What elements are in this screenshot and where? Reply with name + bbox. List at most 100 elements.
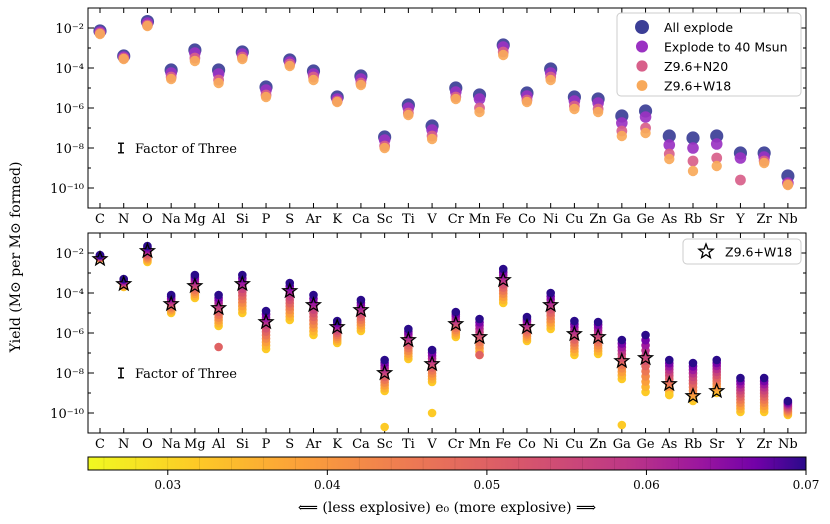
pt-zn bbox=[593, 317, 603, 327]
bottom-legend: Z9.6+W18 bbox=[682, 238, 802, 265]
top-panel: 10⁻² 10⁻⁴ 10⁻⁶ 10⁻⁸ 10⁻¹⁰ C N O Na Mg Al Si P S Ar K Ca S… bbox=[50, 7, 807, 227]
bottom-legend-label: Z9.6+W18 bbox=[725, 245, 792, 260]
bottom-panel: 10⁻² 10⁻⁴ 10⁻⁶ 10⁻⁸ 10⁻¹⁰ C N O Na Mg Al Si P S Ar K Ca S… bbox=[50, 232, 807, 452]
point-z9-6-w18-ni bbox=[545, 74, 556, 86]
top-xtick-label-as: As bbox=[660, 212, 677, 227]
top-ytick-label: 10⁻⁸ bbox=[55, 142, 84, 157]
bottom-xtick-label-ga: Ga bbox=[613, 437, 631, 452]
pt-outlier-al bbox=[214, 342, 223, 352]
top-xtick-label-ar: Ar bbox=[305, 212, 322, 227]
bottom-legend-box bbox=[682, 238, 802, 265]
top-xtick-label-sr: Sr bbox=[709, 212, 725, 227]
top-xtick-label-s: S bbox=[285, 212, 294, 227]
top-xtick-label-co: Co bbox=[518, 212, 536, 227]
legend-star-marker bbox=[697, 242, 715, 260]
star-w18-al bbox=[210, 298, 228, 316]
point-z9-6-w18-ti bbox=[403, 109, 414, 121]
point-explode-to-40-msun-as bbox=[663, 139, 676, 151]
pt-outlier-v bbox=[427, 408, 437, 418]
bottom-xtick-label-si: Si bbox=[236, 437, 249, 452]
point-z9-6-n20-rb bbox=[687, 155, 699, 167]
legend-label-1: Explode to 40 Msun bbox=[664, 40, 788, 55]
pt-ge bbox=[641, 330, 650, 340]
point-z9-6-w18-cr bbox=[450, 93, 461, 105]
top-xtick-label-ni: Ni bbox=[543, 212, 559, 227]
star-w18-s bbox=[281, 281, 299, 299]
point-z9-6-w18-sc bbox=[379, 142, 390, 154]
pt-ni bbox=[546, 288, 555, 298]
bottom-xtick-label-ti: Ti bbox=[402, 437, 415, 452]
bottom-xtick-label-v: V bbox=[426, 437, 437, 452]
pt-ga bbox=[617, 335, 627, 345]
pt-cr bbox=[451, 307, 461, 317]
top-xtick-label-ge: Ge bbox=[637, 212, 655, 227]
point-all-explode-as bbox=[662, 129, 676, 143]
bottom-xtick-label-y: Y bbox=[735, 437, 745, 452]
point-z9-6-w18-o bbox=[142, 20, 153, 32]
top-legend: All explode Explode to 40 Msun Z9.6+N20 Z9.… bbox=[616, 12, 802, 97]
pt-ca bbox=[356, 295, 366, 305]
point-z9-6-w18-zr bbox=[758, 157, 770, 169]
star-w18-o bbox=[138, 241, 157, 259]
point-z9-6-w18-cu bbox=[569, 103, 580, 115]
pt-outlier-ga bbox=[617, 420, 627, 430]
bottom-xtick-label-o: O bbox=[142, 437, 153, 452]
bottom-xtick-label-mn: Mn bbox=[469, 437, 491, 452]
point-explode-to-40-msun-y bbox=[734, 152, 747, 164]
pt-cu bbox=[570, 316, 579, 326]
point-z9-6-w18-mg bbox=[189, 55, 201, 67]
star-w18-ca bbox=[352, 300, 370, 318]
pt-outlier-sc bbox=[380, 422, 389, 432]
pt-fe bbox=[498, 264, 508, 274]
star-w18-as bbox=[660, 374, 678, 392]
point-z9-6-w18-mn bbox=[474, 106, 485, 118]
point-z9-6-w18-zn bbox=[592, 106, 604, 118]
top-errorbar-label: Factor of Three bbox=[135, 142, 237, 157]
legend-marker-3 bbox=[636, 80, 648, 91]
point-explode-to-40-msun-ge bbox=[639, 111, 652, 123]
top-xtick-label-k: K bbox=[332, 212, 342, 227]
star-w18-co bbox=[518, 317, 536, 335]
bottom-xtick-label-ar: Ar bbox=[305, 437, 322, 452]
bottom-xtick-label-sr: Sr bbox=[709, 437, 725, 452]
point-z9-6-w18-al bbox=[213, 77, 224, 89]
bottom-xtick-label-cr: Cr bbox=[448, 437, 465, 452]
point-z9-6-w18-si bbox=[237, 53, 248, 65]
top-xtick-label-p: P bbox=[262, 212, 271, 227]
point-z9-6-w18-v bbox=[426, 133, 438, 145]
pt-ti bbox=[404, 324, 413, 334]
point-explode-to-40-msun-mn bbox=[473, 93, 486, 105]
pt-ar bbox=[309, 290, 318, 300]
point-z9-6-w18-k bbox=[332, 96, 343, 108]
top-xtick-label-mg: Mg bbox=[184, 212, 206, 227]
top-xtick-label-si: Si bbox=[236, 212, 249, 227]
bottom-ytick-label: 10⁻⁶ bbox=[55, 327, 84, 342]
top-xtick-label-ca: Ca bbox=[352, 212, 370, 227]
bottom-xtick-label-al: Al bbox=[211, 437, 226, 452]
legend-label-2: Z9.6+N20 bbox=[664, 59, 728, 74]
star-w18-zn bbox=[589, 327, 607, 345]
pt-al bbox=[214, 290, 223, 300]
point-z9-6-w18-c bbox=[94, 28, 106, 40]
pt-mg bbox=[190, 270, 200, 280]
point-all-explode-rb bbox=[686, 131, 700, 145]
top-xtick-label-fe: Fe bbox=[495, 212, 511, 227]
bottom-xtick-label-rb: Rb bbox=[684, 437, 702, 452]
point-z9-6-w18-fe bbox=[498, 49, 509, 61]
pt-outlier-mn bbox=[475, 350, 484, 360]
star-w18-cr bbox=[447, 314, 465, 332]
legend-marker-2 bbox=[636, 60, 648, 72]
bottom-xtick-label-c: C bbox=[95, 437, 105, 452]
colorbar-tick-label: 0.07 bbox=[793, 478, 820, 492]
colorbar-tick-label: 0.03 bbox=[154, 478, 181, 492]
point-z9-6-w18-n bbox=[118, 53, 129, 65]
pt-rb bbox=[688, 358, 698, 368]
top-legend-box bbox=[616, 12, 802, 97]
top-xtick-label-al: Al bbox=[211, 212, 226, 227]
star-w18-fe bbox=[494, 270, 512, 288]
pt-as bbox=[664, 355, 674, 365]
legend-label-0: All explode bbox=[664, 20, 733, 35]
bottom-xtick-label-zr: Zr bbox=[757, 437, 773, 452]
bottom-xtick-label-n: N bbox=[118, 437, 129, 452]
